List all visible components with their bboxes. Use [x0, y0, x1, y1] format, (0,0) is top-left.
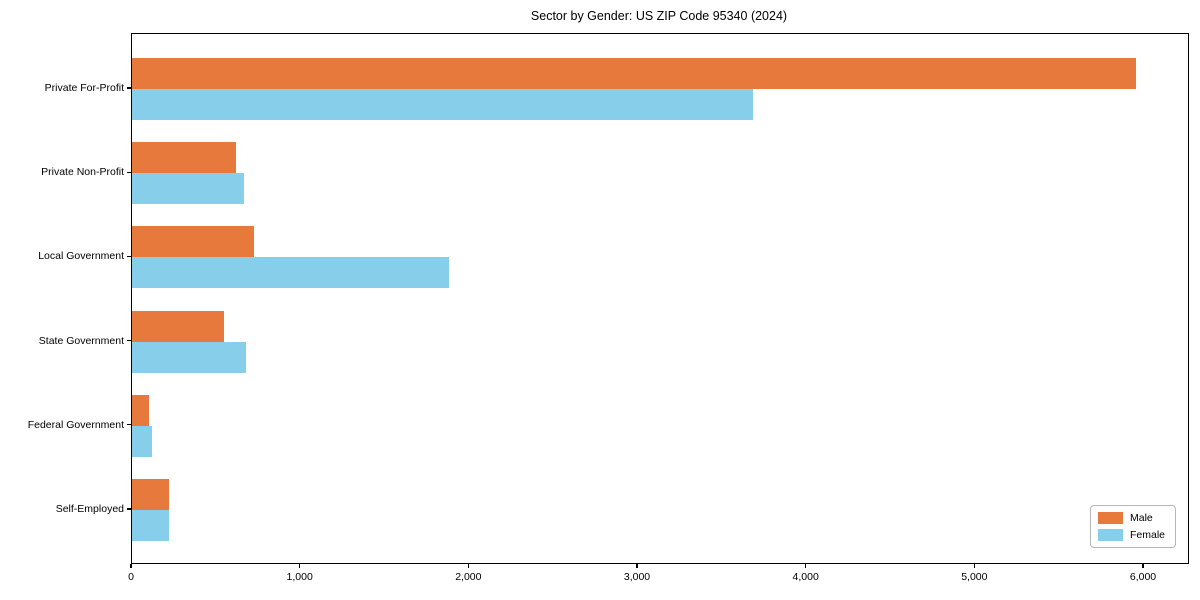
y-tick-label-self-employed: Self-Employed — [55, 503, 124, 515]
x-tick-mark-2000 — [467, 564, 469, 568]
chart-title: Sector by Gender: US ZIP Code 95340 (202… — [530, 9, 788, 23]
x-tick-mark-5000 — [973, 564, 975, 568]
bar-male-state-government — [132, 310, 224, 342]
bar-male-private-non-profit — [132, 142, 236, 174]
x-tick-label-2000: 2,000 — [455, 571, 482, 583]
bar-female-private-for-profit — [132, 89, 753, 120]
legend-swatch-male — [1098, 512, 1123, 524]
x-tick-label-3000: 3,000 — [623, 571, 651, 583]
legend-label-female: Female — [1130, 529, 1166, 541]
legend-item-female: Female — [1098, 529, 1167, 541]
bar-male-local-government — [132, 226, 254, 258]
y-tick-label-private-for-profit: Private For-Profit — [44, 82, 124, 94]
y-tick-label-local-government: Local Government — [38, 250, 124, 263]
x-tick-label-4000: 4,000 — [792, 571, 819, 583]
legend: Male Female — [1090, 505, 1176, 548]
x-tick-mark-4000 — [805, 564, 807, 568]
x-tick-mark-6000 — [1142, 564, 1144, 568]
bar-female-local-government — [132, 257, 449, 289]
bar-female-self-employed — [132, 510, 169, 541]
bar-male-federal-government — [132, 394, 149, 426]
y-tick-mark-private-for-profit — [127, 87, 131, 89]
y-tick-mark-state-government — [127, 340, 131, 342]
y-tick-label-state-government: State Government — [38, 334, 124, 347]
legend-swatch-female — [1098, 529, 1123, 541]
x-tick-label-5000: 5,000 — [961, 571, 988, 583]
x-tick-label-6000: 6,000 — [1129, 571, 1157, 583]
y-tick-mark-self-employed — [127, 508, 131, 510]
x-tick-mark-1000 — [299, 564, 301, 568]
bar-male-private-for-profit — [132, 58, 1136, 89]
x-tick-mark-0 — [130, 564, 132, 568]
y-tick-label-private-non-profit: Private Non-Profit — [41, 166, 124, 179]
bar-female-federal-government — [132, 425, 152, 457]
x-tick-label-1000: 1,000 — [286, 571, 313, 583]
bar-female-private-non-profit — [132, 173, 244, 205]
y-tick-mark-local-government — [127, 255, 131, 257]
y-tick-mark-private-non-profit — [127, 171, 131, 173]
bar-female-state-government — [132, 341, 246, 373]
bar-male-self-employed — [132, 479, 169, 510]
y-tick-label-federal-government: Federal Government — [27, 418, 124, 431]
legend-label-male: Male — [1130, 512, 1153, 524]
plot-area — [131, 33, 1189, 564]
x-tick-mark-3000 — [636, 564, 638, 568]
legend-item-male: Male — [1098, 512, 1167, 524]
y-tick-mark-federal-government — [127, 424, 131, 426]
x-tick-label-0: 0 — [128, 571, 134, 583]
